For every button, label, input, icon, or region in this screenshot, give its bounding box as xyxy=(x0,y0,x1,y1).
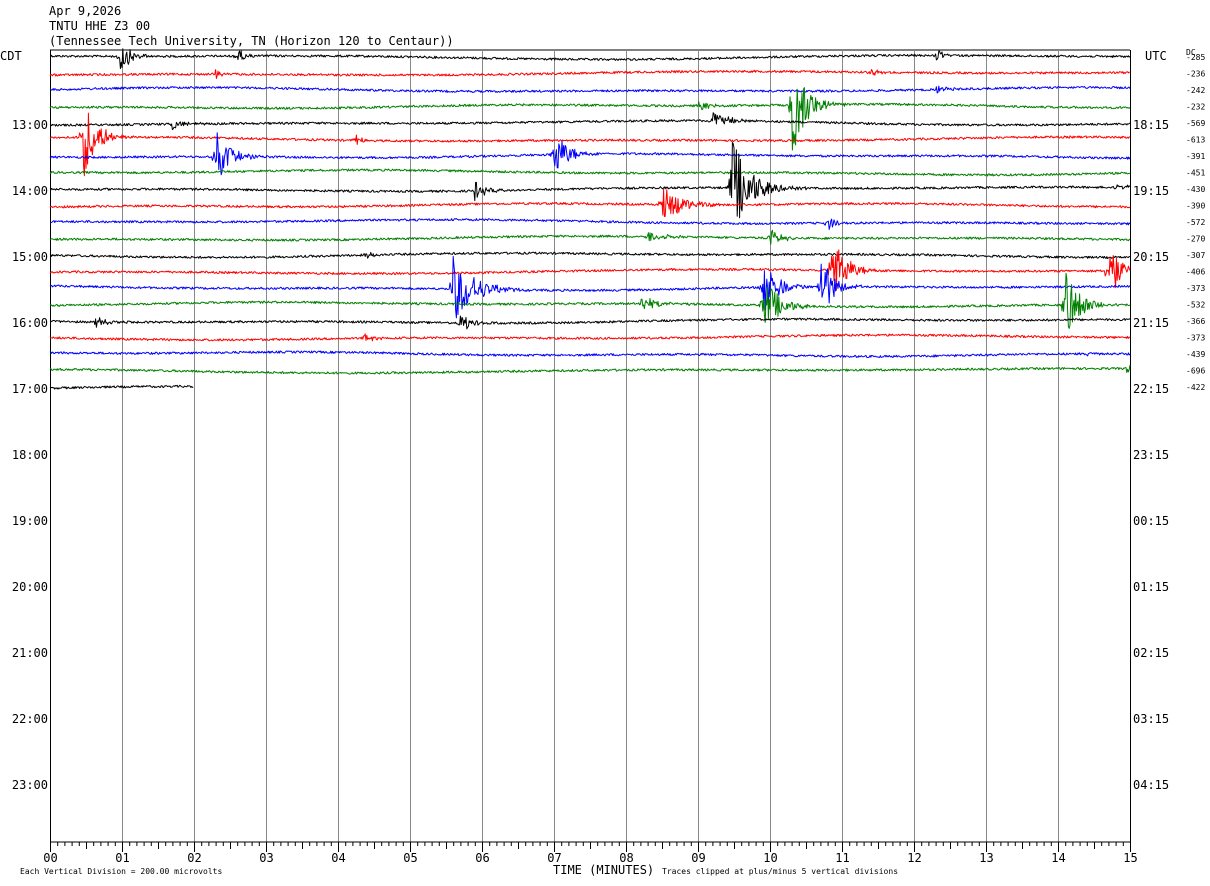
x-tick-label: 00 xyxy=(43,851,57,865)
header-date: Apr 9,2026 xyxy=(49,4,122,18)
left-hour-label: 21:00 xyxy=(12,646,48,660)
dc-offset-labels: -285 -236 -242 -232 -569 -613 -391 -451 -430 -390… xyxy=(1186,53,1205,392)
dc-offset-value: -451 xyxy=(1186,169,1205,178)
seismic-trace xyxy=(49,112,1131,131)
x-tick-label: 03 xyxy=(259,851,273,865)
dc-offset-value: -430 xyxy=(1186,185,1205,194)
x-tick-label: 06 xyxy=(475,851,489,865)
left-hour-label: 15:00 xyxy=(12,250,48,264)
footer-clip: Traces clipped at plus/minus 5 vertical … xyxy=(662,867,899,876)
seismic-trace xyxy=(49,255,1131,319)
dc-offset-value: -391 xyxy=(1186,152,1205,161)
seismic-trace xyxy=(49,87,1131,151)
seismic-trace xyxy=(49,112,1131,177)
helicorder-traces xyxy=(49,48,1131,390)
right-hour-label: 22:15 xyxy=(1133,382,1169,396)
left-hour-label: 23:00 xyxy=(12,778,48,792)
seismic-trace xyxy=(49,251,1131,259)
dc-offset-value: -366 xyxy=(1186,317,1205,326)
dc-offset-value: -613 xyxy=(1186,136,1205,145)
x-tick-label: 07 xyxy=(547,851,561,865)
dc-offset-value: -390 xyxy=(1186,202,1205,211)
x-tick-label: 11 xyxy=(835,851,849,865)
hour-labels: 13:00 18:15 14:00 19:15 15:00 20:15 16:00 21:15… xyxy=(12,118,1169,792)
seismic-trace xyxy=(49,333,1131,342)
x-tick-label: 09 xyxy=(691,851,705,865)
footer-scale: Each Vertical Division = 200.00 microvol… xyxy=(20,867,223,876)
seismic-trace xyxy=(49,188,1131,217)
seismic-trace xyxy=(49,69,1131,79)
left-hour-label: 13:00 xyxy=(12,118,48,132)
dc-offset-value: -439 xyxy=(1186,350,1205,359)
right-hour-label: 20:15 xyxy=(1133,250,1169,264)
right-hour-label: 21:15 xyxy=(1133,316,1169,330)
seismic-trace xyxy=(49,168,1131,177)
dc-offset-value: -569 xyxy=(1186,119,1205,128)
left-hour-label: 19:00 xyxy=(12,514,48,528)
header-location: (Tennessee Tech University, TN (Horizon … xyxy=(49,34,454,48)
x-tick-label: 04 xyxy=(331,851,345,865)
dc-offset-value: -373 xyxy=(1186,284,1205,293)
left-hour-label: 18:00 xyxy=(12,448,48,462)
seismic-trace xyxy=(49,272,1131,329)
right-hour-label: 19:15 xyxy=(1133,184,1169,198)
dc-offset-value: -307 xyxy=(1186,251,1205,260)
right-zone-label: UTC xyxy=(1145,49,1167,63)
right-hour-label: 03:15 xyxy=(1133,712,1169,726)
right-hour-label: 18:15 xyxy=(1133,118,1169,132)
left-hour-label: 16:00 xyxy=(12,316,48,330)
minute-grid xyxy=(50,49,1131,842)
x-tick-label: 05 xyxy=(403,851,417,865)
seismic-trace xyxy=(50,48,1131,70)
left-hour-label: 22:00 xyxy=(12,712,48,726)
x-tick-label: 15 xyxy=(1123,851,1137,865)
x-tick-label: 10 xyxy=(763,851,777,865)
dc-offset-value: -572 xyxy=(1186,218,1205,227)
time-axis: 00 01 02 03 04 05 06 07 08 09 10 11 12 13 14 15 xyxy=(43,841,1138,865)
dc-label: DC xyxy=(1186,48,1196,57)
left-hour-label: 17:00 xyxy=(12,382,48,396)
seismic-trace xyxy=(49,364,1131,375)
dc-offset-value: -422 xyxy=(1186,383,1205,392)
dc-offset-value: -232 xyxy=(1186,103,1205,112)
seismic-trace xyxy=(49,384,194,390)
seismic-trace xyxy=(49,229,1131,245)
left-zone-label: CDT xyxy=(0,49,22,63)
x-tick-label: 02 xyxy=(187,851,201,865)
x-tick-label: 14 xyxy=(1051,851,1065,865)
x-tick-label: 13 xyxy=(979,851,993,865)
dc-offset-value: -270 xyxy=(1186,235,1205,244)
right-hour-label: 04:15 xyxy=(1133,778,1169,792)
seismic-trace xyxy=(49,132,1131,176)
dc-offset-value: -406 xyxy=(1186,268,1205,277)
x-tick-label: 08 xyxy=(619,851,633,865)
dc-offset-value: -285 xyxy=(1186,53,1205,62)
right-hour-label: 01:15 xyxy=(1133,580,1169,594)
right-hour-label: 02:15 xyxy=(1133,646,1169,660)
dc-offset-value: -242 xyxy=(1186,86,1205,95)
right-hour-label: 23:15 xyxy=(1133,448,1169,462)
dc-offset-value: -532 xyxy=(1186,301,1205,310)
x-axis-title: TIME (MINUTES) xyxy=(553,863,655,877)
seismic-trace xyxy=(49,85,1131,94)
x-tick-label: 01 xyxy=(115,851,129,865)
x-tick-label: 12 xyxy=(907,851,921,865)
header-station: TNTU HHE Z3 00 xyxy=(49,19,151,33)
seismic-trace xyxy=(49,249,1131,291)
dc-offset-value: -236 xyxy=(1186,70,1205,79)
seismic-trace xyxy=(49,218,1131,230)
seismic-trace xyxy=(49,315,1131,330)
seismic-trace xyxy=(49,142,1131,219)
seismic-trace xyxy=(49,350,1131,358)
left-hour-label: 20:00 xyxy=(12,580,48,594)
left-hour-label: 14:00 xyxy=(12,184,48,198)
dc-offset-value: -696 xyxy=(1186,367,1205,376)
right-hour-label: 00:15 xyxy=(1133,514,1169,528)
dc-offset-value: -373 xyxy=(1186,334,1205,343)
